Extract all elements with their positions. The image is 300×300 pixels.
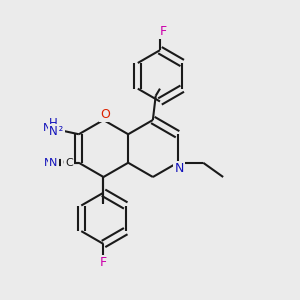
Text: C: C [65,158,73,168]
Text: F: F [100,256,107,269]
Text: C: C [62,158,70,168]
Text: N: N [49,158,58,168]
Text: N: N [49,125,58,138]
Text: NH₂: NH₂ [43,124,64,134]
Text: N: N [174,162,184,175]
Text: F: F [159,25,167,38]
Text: O: O [100,108,110,121]
Text: H: H [49,117,58,130]
Text: N: N [44,158,52,168]
